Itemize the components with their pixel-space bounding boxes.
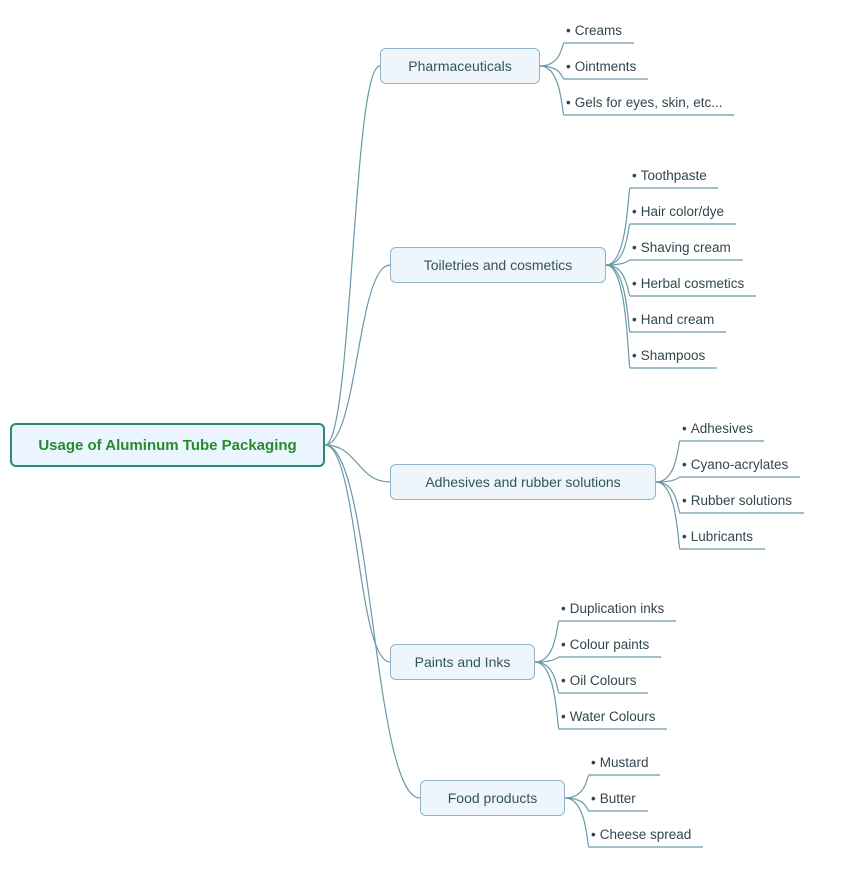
leaf-label: Oil Colours bbox=[570, 673, 637, 688]
leaf-bullet: • bbox=[591, 755, 600, 770]
leaf-label: Lubricants bbox=[691, 529, 753, 544]
leaf-label: Duplication inks bbox=[570, 601, 665, 616]
leaf-bullet: • bbox=[632, 204, 641, 219]
leaf-bullet: • bbox=[561, 709, 570, 724]
leaf-label: Cheese spread bbox=[600, 827, 692, 842]
leaf-label: Gels for eyes, skin, etc... bbox=[575, 95, 723, 110]
branch-node: Adhesives and rubber solutions bbox=[390, 464, 656, 500]
leaf-node: • Colour paints bbox=[561, 633, 655, 655]
leaf-node: • Shampoos bbox=[632, 344, 711, 366]
branch-label: Toiletries and cosmetics bbox=[424, 257, 573, 273]
leaf-node: • Butter bbox=[591, 787, 642, 809]
leaf-bullet: • bbox=[566, 95, 575, 110]
leaf-node: • Gels for eyes, skin, etc... bbox=[566, 91, 729, 113]
leaf-label: Shampoos bbox=[641, 348, 706, 363]
leaf-node: • Lubricants bbox=[682, 525, 759, 547]
branch-node: Food products bbox=[420, 780, 565, 816]
leaf-bullet: • bbox=[632, 240, 641, 255]
leaf-node: • Herbal cosmetics bbox=[632, 272, 750, 294]
leaf-label: Rubber solutions bbox=[691, 493, 792, 508]
leaf-node: • Shaving cream bbox=[632, 236, 737, 258]
branch-label: Food products bbox=[448, 790, 538, 806]
leaf-bullet: • bbox=[561, 601, 570, 616]
leaf-node: • Duplication inks bbox=[561, 597, 670, 619]
leaf-bullet: • bbox=[632, 348, 641, 363]
leaf-node: • Creams bbox=[566, 19, 628, 41]
leaf-node: • Toothpaste bbox=[632, 164, 713, 186]
leaf-bullet: • bbox=[591, 791, 600, 806]
leaf-node: • Cyano-acrylates bbox=[682, 453, 794, 475]
branch-node: Toiletries and cosmetics bbox=[390, 247, 606, 283]
branch-node: Pharmaceuticals bbox=[380, 48, 540, 84]
leaf-label: Creams bbox=[575, 23, 622, 38]
leaf-node: • Water Colours bbox=[561, 705, 662, 727]
leaf-label: Ointments bbox=[575, 59, 637, 74]
leaf-label: Adhesives bbox=[691, 421, 753, 436]
leaf-bullet: • bbox=[682, 493, 691, 508]
leaf-bullet: • bbox=[682, 529, 691, 544]
leaf-node: • Rubber solutions bbox=[682, 489, 798, 511]
leaf-bullet: • bbox=[566, 59, 575, 74]
leaf-label: Water Colours bbox=[570, 709, 656, 724]
leaf-label: Hair color/dye bbox=[641, 204, 724, 219]
leaf-label: Butter bbox=[600, 791, 636, 806]
leaf-bullet: • bbox=[561, 637, 570, 652]
branch-label: Adhesives and rubber solutions bbox=[425, 474, 620, 490]
leaf-node: • Ointments bbox=[566, 55, 642, 77]
branch-label: Paints and Inks bbox=[415, 654, 511, 670]
leaf-label: Cyano-acrylates bbox=[691, 457, 789, 472]
branch-node: Paints and Inks bbox=[390, 644, 535, 680]
leaf-node: • Oil Colours bbox=[561, 669, 643, 691]
leaf-label: Toothpaste bbox=[641, 168, 707, 183]
leaf-label: Mustard bbox=[600, 755, 649, 770]
leaf-label: Shaving cream bbox=[641, 240, 731, 255]
leaf-bullet: • bbox=[566, 23, 575, 38]
leaf-label: Herbal cosmetics bbox=[641, 276, 745, 291]
branch-label: Pharmaceuticals bbox=[408, 58, 512, 74]
leaf-label: Hand cream bbox=[641, 312, 715, 327]
leaf-bullet: • bbox=[561, 673, 570, 688]
leaf-node: • Adhesives bbox=[682, 417, 759, 439]
mindmap-canvas: Usage of Aluminum Tube Packaging Pharmace… bbox=[0, 0, 841, 887]
leaf-node: • Mustard bbox=[591, 751, 655, 773]
leaf-node: • Hand cream bbox=[632, 308, 720, 330]
leaf-bullet: • bbox=[591, 827, 600, 842]
leaf-node: • Cheese spread bbox=[591, 823, 697, 845]
root-node: Usage of Aluminum Tube Packaging bbox=[10, 423, 325, 467]
leaf-node: • Hair color/dye bbox=[632, 200, 730, 222]
leaf-bullet: • bbox=[682, 457, 691, 472]
root-label: Usage of Aluminum Tube Packaging bbox=[38, 437, 296, 454]
leaf-bullet: • bbox=[632, 312, 641, 327]
leaf-bullet: • bbox=[682, 421, 691, 436]
leaf-bullet: • bbox=[632, 168, 641, 183]
leaf-label: Colour paints bbox=[570, 637, 650, 652]
leaf-bullet: • bbox=[632, 276, 641, 291]
